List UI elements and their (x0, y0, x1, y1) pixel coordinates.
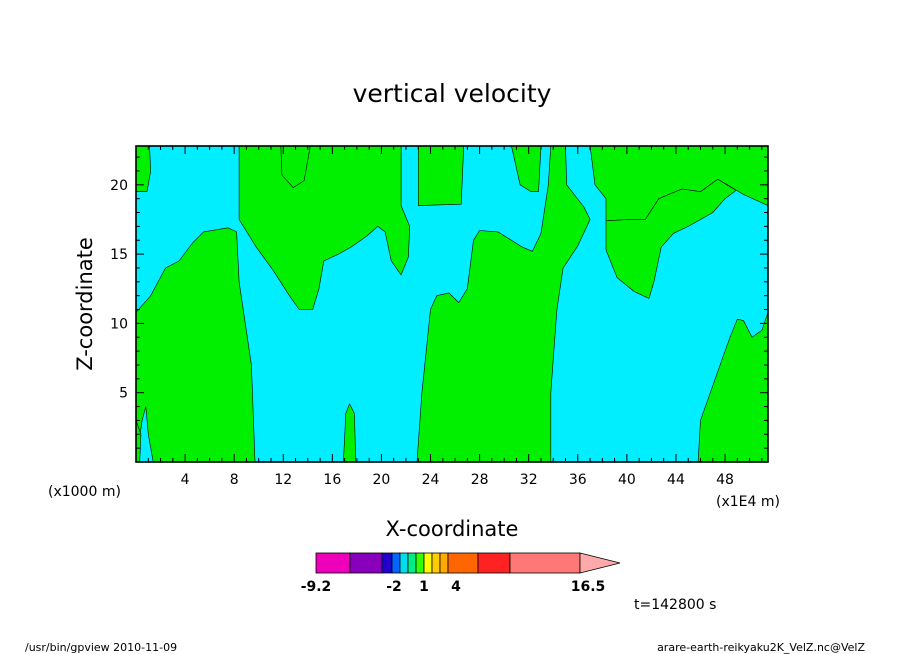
positive-region-center-bottom (416, 146, 591, 462)
colorbar-swatch (509, 552, 581, 574)
y-tick-label: 20 (110, 178, 128, 194)
colorbar-swatch (391, 552, 401, 574)
colorbar-swatch (399, 552, 409, 574)
x-tick-label: 4 (181, 472, 190, 488)
positive-region-small-spike (343, 403, 356, 462)
time-label: t=142800 s (634, 597, 716, 613)
x-tick-label: 48 (716, 472, 734, 488)
positive-region-left-bottom-notch (136, 420, 142, 462)
x-tick-label: 24 (422, 472, 440, 488)
colorbar-swatch (447, 552, 479, 574)
colorbar-tick-label: 1 (419, 579, 429, 595)
y-tick-label: 15 (110, 247, 128, 263)
plot-frame (135, 145, 769, 463)
colorbar: -9.2 -2 1 4 16.5 (301, 552, 621, 595)
x-axis-title: X-coordinate (386, 517, 519, 541)
colorbar-tick-label: -2 (386, 579, 402, 595)
x-tick-label: 28 (471, 472, 489, 488)
colorbar-arrow (579, 552, 621, 574)
x-tick-label: 36 (569, 472, 587, 488)
colorbar-swatch (407, 552, 417, 574)
y-tick-label: 10 (110, 316, 128, 332)
x-unit-right: (x1E4 m) (716, 494, 780, 510)
footer-right: arare-earth-reikyaku2K_VelZ.nc@VelZ (657, 641, 865, 654)
y-tick-label: 5 (119, 386, 128, 402)
x-tick-label: 40 (618, 472, 636, 488)
positive-region-left-bottom (136, 227, 256, 462)
colorbar-tick-label: 4 (451, 579, 461, 595)
positive-region-center-top-notch (280, 146, 311, 188)
colorbar-swatch (315, 552, 351, 574)
chart-title: vertical velocity (353, 79, 552, 108)
y-axis-title: Z-coordinate (73, 237, 97, 371)
x-tick-label: 16 (323, 472, 341, 488)
colorbar-tick-label: -9.2 (301, 579, 332, 595)
positive-region-right-bottom (697, 312, 768, 462)
colorbar-tick-label: 16.5 (571, 579, 606, 595)
x-tick-label: 20 (373, 472, 391, 488)
x-tick-label: 32 (520, 472, 538, 488)
positive-region-top-strip (418, 146, 464, 206)
contour-regions (136, 146, 768, 462)
colorbar-swatch (381, 552, 393, 574)
colorbar-swatch (349, 552, 383, 574)
colorbar-swatch (415, 552, 425, 574)
x-tick-label: 44 (667, 472, 685, 488)
x-unit-left: (x1000 m) (48, 484, 121, 500)
positive-region-center-top-finger (511, 146, 542, 192)
colorbar-swatch (477, 552, 511, 574)
colorbar-swatch (439, 552, 449, 574)
footer-left: /usr/bin/gpview 2010-11-09 (25, 641, 177, 654)
colorbar-swatch (423, 552, 433, 574)
x-tick-label: 12 (274, 472, 292, 488)
positive-region-right-mid-blob (605, 179, 737, 299)
positive-region-center-top (238, 146, 410, 310)
colorbar-swatch (431, 552, 441, 574)
x-tick-label: 8 (230, 472, 239, 488)
